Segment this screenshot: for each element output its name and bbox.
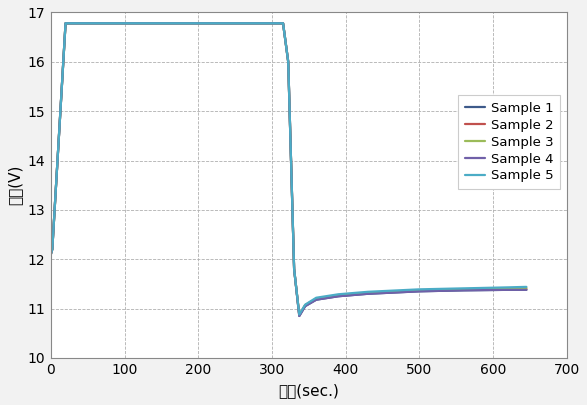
Sample 1 (416, 289, 423, 294)
Sample 5 (285, 60, 292, 64)
Sample 5 (335, 292, 342, 297)
Sample 3 (62, 21, 69, 26)
Sample 1 (460, 288, 467, 293)
Sample 4 (279, 21, 286, 26)
Sample 2 (296, 313, 303, 318)
Sample 2 (504, 286, 511, 291)
Sample 2 (62, 21, 69, 26)
Sample 2 (49, 247, 56, 252)
Sample 2 (460, 287, 467, 292)
Sample 2 (291, 266, 298, 271)
Sample 1 (62, 21, 69, 26)
Sample 3 (285, 60, 292, 64)
Line: Sample 3: Sample 3 (51, 23, 527, 315)
Sample 5 (313, 295, 320, 300)
Sample 1 (291, 266, 298, 271)
Sample 2 (279, 21, 286, 26)
Y-axis label: 전압(V): 전압(V) (7, 165, 22, 205)
Sample 5 (62, 21, 69, 26)
Sample 2 (365, 290, 372, 295)
Sample 5 (460, 286, 467, 291)
Sample 5 (296, 312, 303, 317)
Sample 4 (296, 313, 303, 318)
Sample 3 (313, 296, 320, 301)
Sample 5 (291, 266, 298, 271)
Sample 4 (291, 266, 298, 271)
Sample 4 (49, 247, 56, 252)
Sample 4 (416, 289, 423, 294)
Sample 2 (285, 60, 292, 64)
Sample 3 (504, 286, 511, 291)
Sample 5 (48, 252, 55, 257)
Sample 3 (291, 266, 298, 271)
Sample 4 (62, 21, 69, 26)
Sample 3 (49, 247, 56, 252)
Sample 2 (335, 293, 342, 298)
X-axis label: 시간(sec.): 시간(sec.) (278, 383, 339, 398)
Sample 5 (504, 285, 511, 290)
Sample 1 (523, 288, 530, 292)
Sample 3 (302, 303, 309, 307)
Sample 3 (460, 287, 467, 292)
Sample 2 (313, 296, 320, 301)
Sample 4 (285, 60, 292, 64)
Sample 3 (523, 286, 530, 290)
Sample 1 (365, 291, 372, 296)
Sample 4 (504, 288, 511, 292)
Sample 1 (285, 60, 292, 64)
Sample 3 (48, 252, 55, 257)
Sample 5 (302, 302, 309, 307)
Sample 4 (523, 288, 530, 292)
Sample 1 (313, 297, 320, 302)
Sample 4 (302, 304, 309, 309)
Line: Sample 4: Sample 4 (51, 23, 527, 316)
Sample 5 (49, 247, 56, 252)
Sample 3 (335, 293, 342, 298)
Line: Sample 1: Sample 1 (51, 23, 527, 316)
Sample 5 (523, 284, 530, 289)
Sample 3 (416, 288, 423, 293)
Line: Sample 5: Sample 5 (51, 23, 527, 315)
Sample 1 (302, 304, 309, 309)
Sample 1 (48, 252, 55, 257)
Sample 1 (335, 294, 342, 298)
Sample 5 (365, 290, 372, 294)
Sample 1 (296, 313, 303, 318)
Sample 1 (279, 21, 286, 26)
Sample 5 (416, 287, 423, 292)
Sample 1 (504, 288, 511, 292)
Sample 5 (279, 21, 286, 26)
Sample 1 (49, 247, 56, 252)
Sample 4 (460, 288, 467, 293)
Sample 4 (335, 294, 342, 298)
Legend: Sample 1, Sample 2, Sample 3, Sample 4, Sample 5: Sample 1, Sample 2, Sample 3, Sample 4, … (458, 95, 561, 189)
Line: Sample 2: Sample 2 (51, 23, 527, 315)
Sample 3 (296, 313, 303, 318)
Sample 2 (302, 303, 309, 307)
Sample 3 (279, 21, 286, 26)
Sample 3 (365, 290, 372, 295)
Sample 2 (523, 286, 530, 291)
Sample 4 (313, 297, 320, 302)
Sample 2 (48, 252, 55, 257)
Sample 2 (416, 288, 423, 293)
Sample 4 (48, 252, 55, 257)
Sample 4 (365, 291, 372, 296)
